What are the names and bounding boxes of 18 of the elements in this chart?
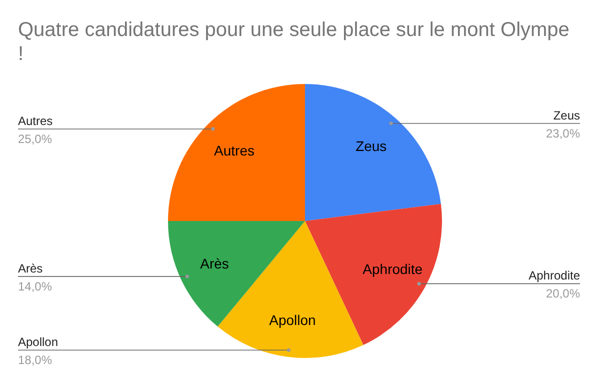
slice-label: Autres xyxy=(214,142,255,158)
chart-title: Quatre candidatures pour une seule place sur le mont Olympe ! xyxy=(18,18,570,66)
pie-slice xyxy=(305,84,441,221)
slice-label: Zeus xyxy=(553,108,580,122)
slice-label: Arès xyxy=(18,261,43,276)
slice-label: Aphrodite xyxy=(362,261,423,278)
data-label: 23,0% xyxy=(546,126,580,140)
slice-label: Apollon xyxy=(18,335,58,350)
slice-label: Autres xyxy=(18,114,53,128)
slice-label: Apollon xyxy=(269,312,316,328)
slice-label: Arès xyxy=(200,256,229,272)
data-label: 14,0% xyxy=(18,279,52,294)
slice-label: Aphrodite xyxy=(528,268,580,283)
data-label: 20,0% xyxy=(546,286,580,301)
slice-label: Zeus xyxy=(356,138,387,154)
pie-slice xyxy=(168,84,305,221)
data-label: 25,0% xyxy=(18,132,52,146)
data-label: 18,0% xyxy=(18,353,52,368)
